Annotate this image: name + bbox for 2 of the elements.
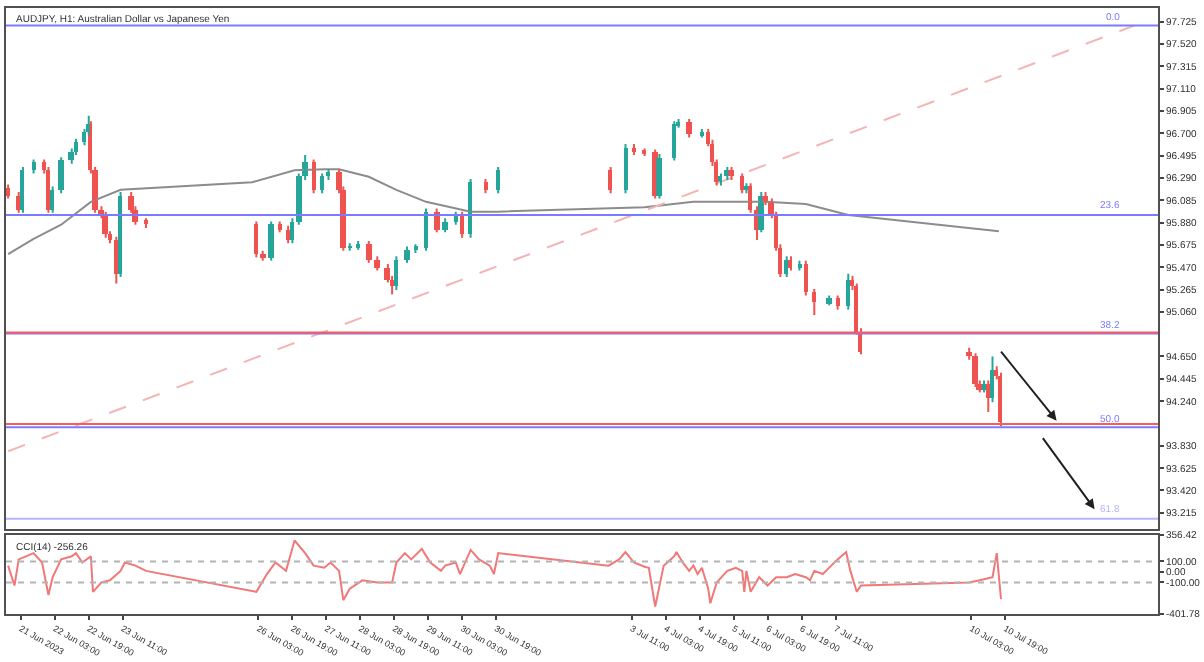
line-series (7, 168, 1000, 256)
line-series (7, 539, 1002, 608)
